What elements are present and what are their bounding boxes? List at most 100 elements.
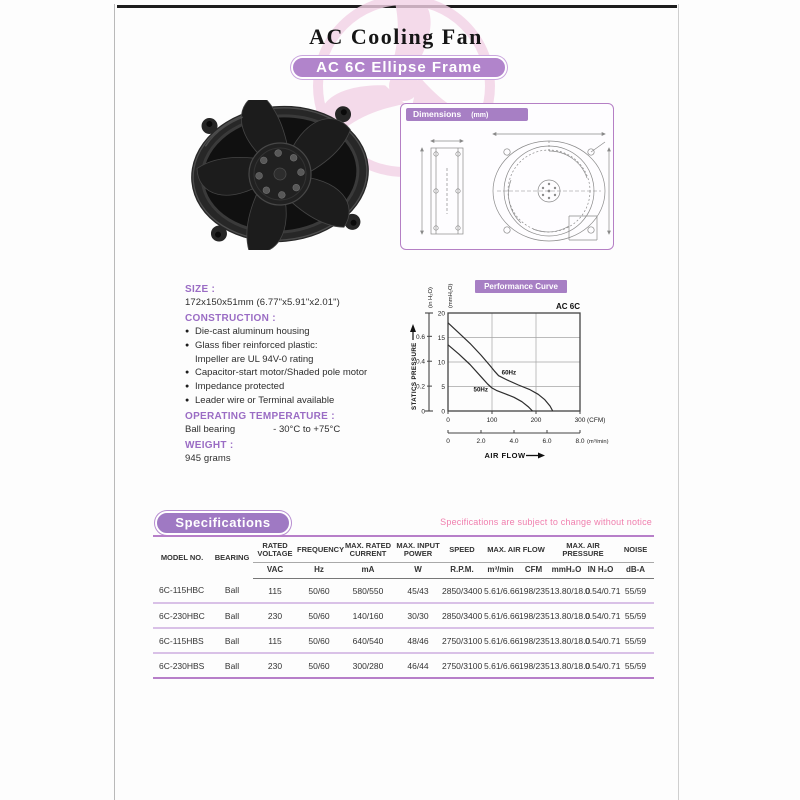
bullet-icon: ●	[185, 328, 190, 336]
x-tick-label: 200	[531, 417, 542, 424]
table-row: 6C-230HBC Ball 230 50/60 140/160 30/30 2850/34…	[153, 603, 655, 628]
page-right-edge	[678, 4, 679, 800]
table-cell: 640/540	[352, 635, 384, 646]
page-left-edge	[114, 4, 115, 800]
table-cell: 50/60	[308, 610, 330, 621]
y-tick-label: 0.6	[416, 334, 425, 341]
column-unit: Hz	[297, 562, 341, 579]
table-cell: 46/44	[407, 660, 429, 671]
series-label: 60Hz	[502, 370, 516, 377]
product-banner: AC 6C Ellipse Frame	[291, 56, 507, 79]
construction-item: ●Impeller are UL 94V-0 rating	[185, 354, 425, 366]
table-cell: 48/46	[407, 635, 429, 646]
performance-curve-title: Performance Curve	[475, 280, 567, 293]
column-unit: dB-A	[617, 562, 655, 579]
table-cell: 5.61/6.66	[484, 610, 520, 621]
operating-temperature-line: Ball bearing - 30°C to +75°C	[185, 424, 425, 435]
table-row: 6C-230HBS Ball 230 50/60 300/280 46/44 2750/31…	[153, 653, 655, 678]
construction-item-text: Die-cast aluminum housing	[195, 326, 310, 338]
construction-item-text: Impedance protected	[195, 380, 285, 392]
bullet-icon: ●	[185, 341, 190, 349]
x-axis-arrowhead	[538, 452, 545, 459]
table-cell: 198/235	[519, 610, 550, 621]
fan-product-photo	[191, 100, 369, 250]
chart-corner-label: AC 6C	[556, 302, 580, 311]
series-label: 50Hz	[474, 386, 488, 393]
construction-item: ● Impedance protected	[185, 381, 425, 393]
table-cell: 55/59	[624, 660, 647, 671]
x-axis-primary-unit: (CFM)	[587, 417, 605, 424]
column-unit: IN H₂O	[584, 562, 618, 579]
series-curve-50Hz	[447, 344, 533, 412]
table-cell: 2750/3100	[442, 635, 483, 646]
y-tick-label: 0	[441, 409, 445, 416]
table-cell: 198/235	[519, 660, 550, 671]
construction-item: ● Die-cast aluminum housing	[185, 326, 425, 338]
table-cell: 2750/3100	[442, 660, 483, 671]
table-cell: 0.54/0.71	[585, 660, 621, 671]
bullet-icon: ●	[185, 369, 190, 377]
table-cell: 30/30	[407, 610, 429, 621]
weight-heading: WEIGHT :	[185, 440, 234, 452]
construction-item: ● Capacitor-start motor/Shaded pole motor	[185, 367, 425, 379]
table-cell: 5.61/6.66	[484, 585, 520, 596]
specifications-table-wrap: MODEL NO. BEARING RATED VOLTAGE FREQUENCY MA…	[153, 538, 655, 679]
column-unit: m³/min	[483, 562, 518, 579]
x-tick-label: 300	[575, 417, 586, 424]
column-header: MAX. INPUT POWER	[395, 538, 441, 563]
specifications-note: Specifications are subject to change wit…	[440, 517, 652, 527]
table-cell: 6C-115HBS	[159, 635, 204, 646]
column-unit: mmH₂O	[549, 562, 585, 579]
y-tick-label: 20	[438, 311, 446, 318]
column-header: MAX. AIR FLOW	[483, 538, 550, 563]
table-cell: 13.80/18.0	[550, 635, 591, 646]
table-cell: 50/60	[308, 585, 330, 596]
column-header: FREQUENCY	[297, 538, 344, 563]
table-cell: 115	[268, 585, 282, 596]
table-cell: 50/60	[308, 635, 330, 646]
construction-item-text: Impeller are UL 94V-0 rating	[195, 353, 314, 365]
table-cell: 140/160	[352, 610, 384, 621]
column-unit: VAC	[253, 562, 297, 579]
table-cell: 13.80/18.0	[550, 660, 591, 671]
table-cell: 230	[267, 610, 283, 621]
column-header: MODEL NO.	[160, 553, 204, 562]
operating-temperature-heading: OPERATING TEMPERATURE :	[185, 411, 335, 423]
table-cell: Ball	[224, 660, 240, 671]
column-header: NOISE	[617, 538, 655, 563]
construction-item: ● Leader wire or Terminal available	[185, 395, 425, 407]
bullet-icon: ●	[185, 382, 190, 390]
x-tick-label: 8.0	[575, 438, 584, 445]
table-cell: 198/235	[519, 635, 550, 646]
y-axis-secondary-unit: (in H₂O)	[428, 287, 434, 308]
table-cell: 6C-230HBS	[159, 660, 205, 671]
construction-list: ● Die-cast aluminum housing ● Glass fiber r…	[185, 326, 425, 406]
y-axis-arrowhead	[410, 324, 416, 332]
table-cell: 5.61/6.66	[484, 635, 520, 646]
table-cell: 580/550	[352, 585, 384, 596]
plot-frame	[447, 312, 581, 412]
column-header: BEARING	[214, 553, 250, 562]
weight-value: 945 grams	[185, 453, 231, 465]
table-cell: 115	[268, 635, 282, 646]
column-unit: CFM	[518, 562, 550, 579]
performance-curve-chart: 0 5 10 15 20(mmH₂O) 0 0.2 0.4 0.6 (in H₂O) STATICS…	[410, 283, 609, 460]
construction-item: ● Glass fiber reinforced plastic:	[185, 340, 425, 352]
table-cell: 230	[267, 660, 283, 671]
table-cell: Ball	[224, 635, 240, 646]
x-tick-label: 4.0	[509, 438, 518, 445]
performance-curve-panel: Performance Curve 0 5 10 15 20 (mmH₂O) 0 0.2 0.4…	[398, 264, 618, 466]
x-tick-label: 0	[446, 417, 450, 424]
y-tick-label: 5	[441, 384, 445, 391]
table-cell: Ball	[224, 585, 240, 596]
table-cell: 55/59	[624, 610, 647, 621]
series-curve-60Hz	[447, 322, 554, 412]
construction-item-text: Leader wire or Terminal available	[195, 394, 335, 406]
table-cell: 5.61/6.66	[484, 660, 520, 671]
table-cell: 55/59	[624, 585, 647, 596]
bullet-icon: ●	[185, 396, 190, 404]
y-tick-label: 0	[421, 409, 425, 416]
column-unit: W	[395, 562, 441, 579]
construction-heading: CONSTRUCTION :	[185, 313, 276, 324]
x-tick-label: 6.0	[542, 438, 551, 445]
